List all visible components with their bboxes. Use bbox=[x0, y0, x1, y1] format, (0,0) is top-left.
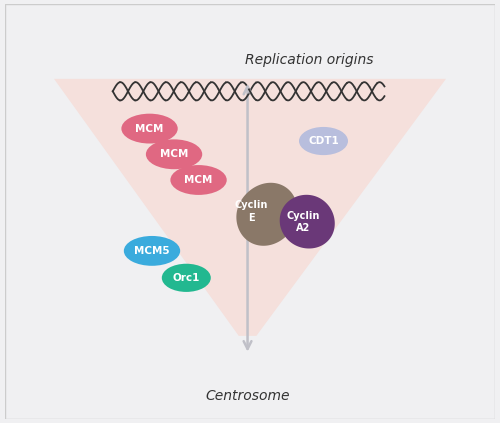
Text: Replication origins: Replication origins bbox=[244, 53, 373, 67]
Text: Orc1: Orc1 bbox=[172, 273, 200, 283]
Ellipse shape bbox=[146, 139, 202, 169]
Text: MCM: MCM bbox=[136, 124, 164, 134]
Text: Cyclin
E: Cyclin E bbox=[235, 201, 268, 222]
Text: MCM5: MCM5 bbox=[134, 246, 170, 256]
Ellipse shape bbox=[170, 165, 226, 195]
Text: Cyclin
A2: Cyclin A2 bbox=[286, 211, 320, 233]
Polygon shape bbox=[280, 195, 335, 248]
Polygon shape bbox=[54, 79, 446, 336]
Ellipse shape bbox=[122, 114, 178, 143]
Text: MCM: MCM bbox=[184, 175, 212, 185]
Ellipse shape bbox=[124, 236, 180, 266]
Text: MCM: MCM bbox=[160, 149, 188, 159]
Polygon shape bbox=[236, 183, 298, 246]
Text: CDT1: CDT1 bbox=[308, 136, 339, 146]
Ellipse shape bbox=[299, 127, 348, 155]
Text: Centrosome: Centrosome bbox=[206, 389, 290, 403]
Ellipse shape bbox=[162, 264, 211, 292]
